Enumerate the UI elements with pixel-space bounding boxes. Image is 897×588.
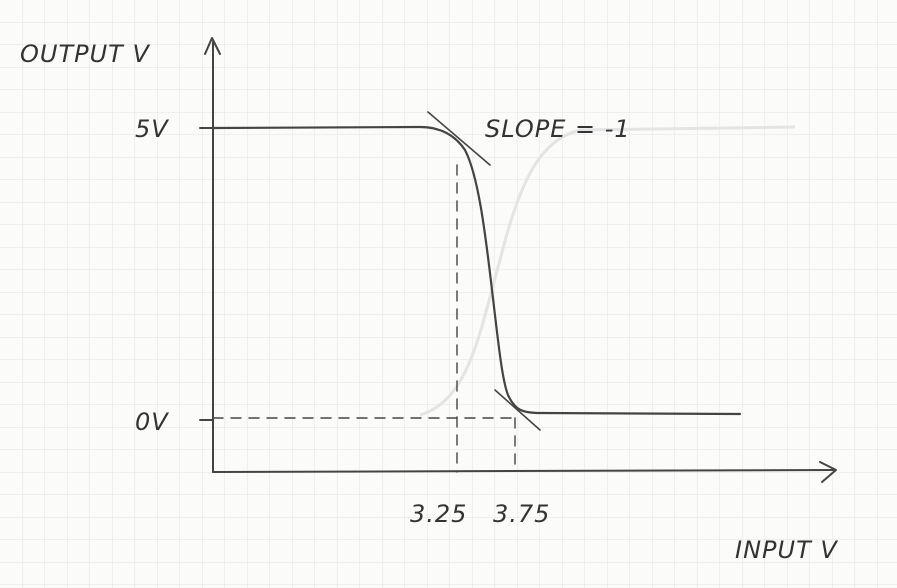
threshold-label: 3.25 [410, 500, 467, 528]
page: OUTPUT V 5V 0V SLOPE = -1 3.25 3.75 INPU… [0, 0, 897, 588]
x-axis-label: INPUT V [735, 536, 838, 564]
slope-annotation: SLOPE = -1 [485, 115, 631, 143]
y-axis-label: OUTPUT V [20, 40, 150, 68]
diagram: OUTPUT V 5V 0V SLOPE = -1 3.25 3.75 INPU… [0, 0, 897, 588]
threshold-label: 3.75 [493, 500, 550, 528]
high-level-label: 5V [135, 115, 169, 143]
low-level-label: 0V [135, 408, 169, 436]
